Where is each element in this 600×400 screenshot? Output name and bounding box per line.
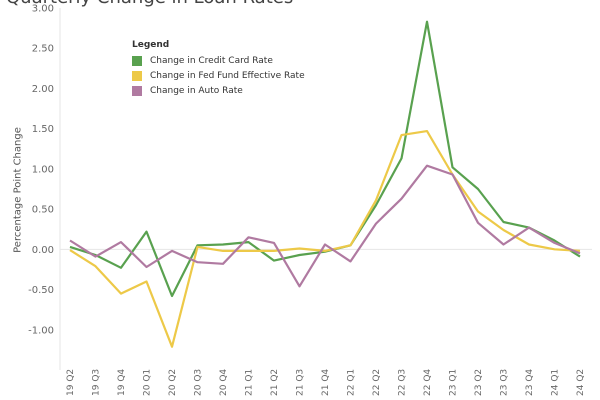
legend-swatch-auto (132, 85, 142, 96)
series-lines (69, 20, 581, 348)
legend-title: Legend (132, 40, 170, 50)
legend-swatch-fed-fund (132, 70, 142, 81)
legend-label-credit-card: Change in Credit Card Rate (150, 55, 273, 66)
x-tick-label: 20 Q2 (168, 369, 178, 396)
series-line-auto (69, 164, 581, 288)
y-tick-label: 1.00 (32, 164, 54, 175)
y-tick-label: 0.50 (32, 205, 54, 216)
x-tick-label: 22 Q3 (398, 369, 408, 396)
grid-lines (59, 8, 592, 370)
x-axis: 19 Q2 19 Q3 19 Q4 20 Q1 20 Q2 20 Q3 20 Q4 21 Q1… (66, 369, 586, 396)
x-tick-label: 21 Q3 (296, 369, 306, 396)
x-tick-label: 20 Q1 (143, 369, 153, 396)
chart-title: Quarterly Change in Loan Rates (6, 0, 293, 8)
x-tick-label: 21 Q4 (321, 369, 331, 396)
y-tick-label: 2.50 (32, 44, 54, 55)
legend-item-auto: Change in Auto Rate (132, 83, 305, 98)
y-tick-label: -0.50 (28, 285, 54, 296)
legend-label-fed-fund: Change in Fed Fund Effective Rate (150, 70, 305, 81)
legend-item-credit-card: Change in Credit Card Rate (132, 53, 305, 68)
x-tick-label: 23 Q1 (449, 369, 459, 396)
x-tick-label: 19 Q4 (117, 369, 127, 396)
series-line-fed-fund (69, 130, 581, 348)
legend: Legend Change in Credit Card Rate Change… (132, 40, 305, 98)
y-tick-label: 2.00 (32, 84, 54, 95)
y-tick-label: 1.50 (32, 124, 54, 135)
y-tick-label: 3.00 (32, 4, 54, 15)
y-axis-label: Percentage Point Change (12, 127, 24, 253)
x-tick-label: 19 Q3 (92, 369, 102, 396)
x-tick-label: 21 Q2 (270, 369, 280, 396)
x-tick-label: 23 Q2 (474, 369, 484, 396)
legend-item-fed-fund: Change in Fed Fund Effective Rate (132, 68, 305, 83)
y-tick-label: 0.00 (32, 245, 54, 256)
legend-swatch-credit-card (132, 55, 142, 66)
legend-label-auto: Change in Auto Rate (150, 85, 243, 96)
x-tick-label: 24 Q1 (551, 369, 561, 396)
x-tick-label: 23 Q3 (500, 369, 510, 396)
x-tick-label: 20 Q4 (219, 369, 229, 396)
x-tick-label: 23 Q4 (525, 369, 535, 396)
x-tick-label: 24 Q2 (576, 369, 586, 396)
y-tick-label: -1.00 (28, 325, 54, 336)
x-tick-label: 22 Q2 (372, 369, 382, 396)
x-tick-label: 20 Q3 (194, 369, 204, 396)
y-axis: 3.00 2.50 2.00 1.50 1.00 0.50 0.00 -0.50 -1.00 (28, 4, 54, 337)
x-tick-label: 19 Q2 (66, 369, 76, 396)
x-tick-label: 22 Q4 (423, 369, 433, 396)
x-tick-label: 22 Q1 (347, 369, 357, 396)
x-tick-label: 21 Q1 (245, 369, 255, 396)
